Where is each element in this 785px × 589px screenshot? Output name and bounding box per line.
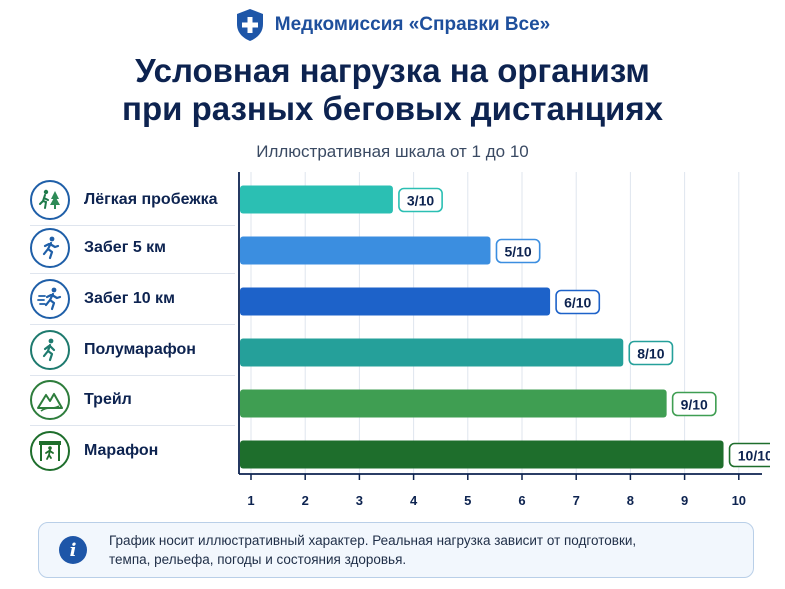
value-label-box [555, 289, 601, 315]
category-label: Забег 10 км [84, 289, 175, 307]
bar [240, 338, 624, 367]
value-label: 3/10 [407, 193, 434, 209]
value-label-box [398, 187, 443, 213]
value-label: 10/10 [738, 448, 770, 464]
info-icon: i [59, 536, 87, 564]
x-tick-label: 2 [302, 493, 309, 508]
x-tick-label: 7 [573, 493, 580, 508]
value-label-box [628, 340, 674, 366]
brand: Медкомиссия «Справки Все» [0, 8, 785, 42]
x-axis: 1 2 3 4 5 6 7 8 9 10 [238, 172, 762, 508]
chart-subtitle: Иллюстративная шкала от 1 до 10 [256, 142, 529, 161]
brand-name: Медкомиссия «Справки Все» [274, 14, 551, 35]
title-line-2: при разных беговых дистанциях [122, 90, 663, 127]
bar [240, 389, 667, 418]
value-labels: 3/10 5/10 6/10 8/10 9/10 10/10 [398, 187, 770, 468]
category-label: Полумарафон [84, 340, 196, 358]
note-line-2: темпа, рельефа, погоды и состояния здоро… [109, 552, 407, 567]
value-label: 9/10 [681, 397, 708, 413]
category-row-easy-run: Лёгкая пробежка [30, 174, 235, 226]
x-tick-label: 3 [356, 493, 363, 508]
value-label-box [728, 442, 770, 468]
bar [240, 185, 393, 214]
half-marathon-icon [30, 329, 70, 370]
note-line-1: График носит иллюстративный характер. Ре… [109, 533, 637, 548]
category-row-half-marathon: Полумарафон [30, 324, 235, 376]
disclaimer-note: i График носит иллюстративный характер. … [38, 522, 754, 578]
value-label: 5/10 [504, 244, 531, 260]
x-tick-label: 4 [410, 493, 418, 508]
bars [240, 185, 724, 469]
medical-shield-icon [236, 9, 263, 41]
category-row-marathon: Марафон [30, 425, 235, 477]
x-tick-label: 10 [732, 493, 746, 508]
runner-icon [30, 227, 70, 268]
x-tick-label: 8 [627, 493, 634, 508]
grid-lines [250, 172, 740, 474]
category-label: Забег 5 км [84, 238, 166, 256]
easy-run-icon [30, 179, 70, 220]
category-label: Трейл [84, 390, 132, 408]
value-label-box [495, 238, 541, 264]
finish-gate-icon [30, 431, 70, 471]
category-row-5k: Забег 5 км [30, 222, 235, 274]
bar-chart: 3/10 5/10 6/10 8/10 9/10 10/10 1 2 3 4 5 6 7 8 9 10 [238, 172, 770, 508]
category-row-trail: Трейл [30, 374, 235, 426]
page-title: Условная нагрузка на организм при разных… [0, 52, 785, 128]
x-tick-label: 9 [681, 493, 688, 508]
fast-runner-icon [30, 278, 70, 319]
x-tick-label: 6 [518, 493, 525, 508]
category-label: Лёгкая пробежка [84, 190, 218, 208]
x-tick-label: 1 [247, 493, 254, 508]
mountain-icon [30, 379, 70, 420]
value-label-box [671, 391, 717, 417]
bar [240, 287, 551, 316]
category-label: Марафон [84, 442, 159, 459]
title-line-1: Условная нагрузка на организм [135, 52, 650, 89]
value-label: 8/10 [637, 346, 664, 362]
category-row-10k: Забег 10 км [30, 273, 235, 325]
bar [240, 440, 724, 469]
x-tick-label: 5 [464, 493, 471, 508]
bar [240, 236, 491, 265]
value-label: 6/10 [564, 295, 591, 311]
note-text: График носит иллюстративный характер. Ре… [109, 531, 636, 569]
